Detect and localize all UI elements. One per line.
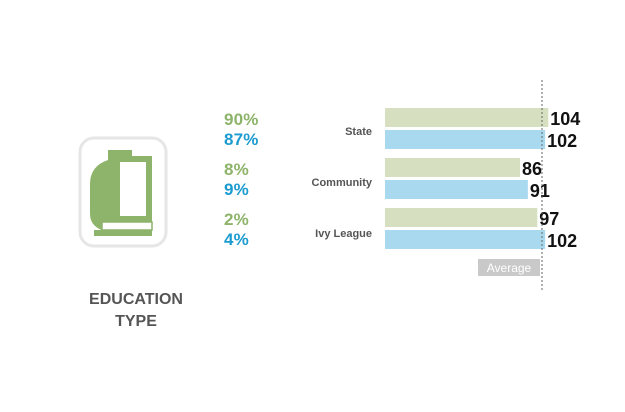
data-label-ivy-league-series1: 97	[539, 209, 559, 229]
title-line-1: EDUCATION	[89, 291, 183, 308]
page-title: EDUCATION TYPE	[60, 289, 212, 333]
category-label-ivy-league: Ivy League	[315, 228, 372, 240]
category-label-community: Community	[311, 177, 373, 189]
share-community-series1: 8%	[224, 160, 249, 179]
share-community-series2: 9%	[224, 180, 249, 199]
share-ivy-series2: 4%	[224, 230, 249, 249]
book-icon	[78, 136, 168, 248]
bar-state-series2	[385, 130, 546, 149]
title-line-2: TYPE	[115, 313, 157, 330]
bar-state-series1	[385, 108, 549, 127]
average-label: Average	[487, 261, 532, 275]
bar-ivy-league-series2	[385, 230, 546, 249]
data-label-community-series2: 91	[530, 181, 550, 201]
bar-community-series1	[385, 158, 521, 177]
data-label-state-series1: 104	[550, 109, 580, 129]
share-ivy-series1: 2%	[224, 210, 249, 229]
data-label-community-series1: 86	[522, 159, 542, 179]
bar-community-series2	[385, 180, 528, 199]
share-state-series2: 87%	[224, 130, 259, 149]
share-state-series1: 90%	[224, 110, 259, 129]
data-label-state-series2: 102	[547, 131, 577, 151]
bar-ivy-league-series1	[385, 208, 538, 227]
average-label-box	[478, 259, 540, 276]
data-label-ivy-league-series2: 102	[547, 231, 577, 251]
category-label-state: State	[345, 126, 372, 138]
